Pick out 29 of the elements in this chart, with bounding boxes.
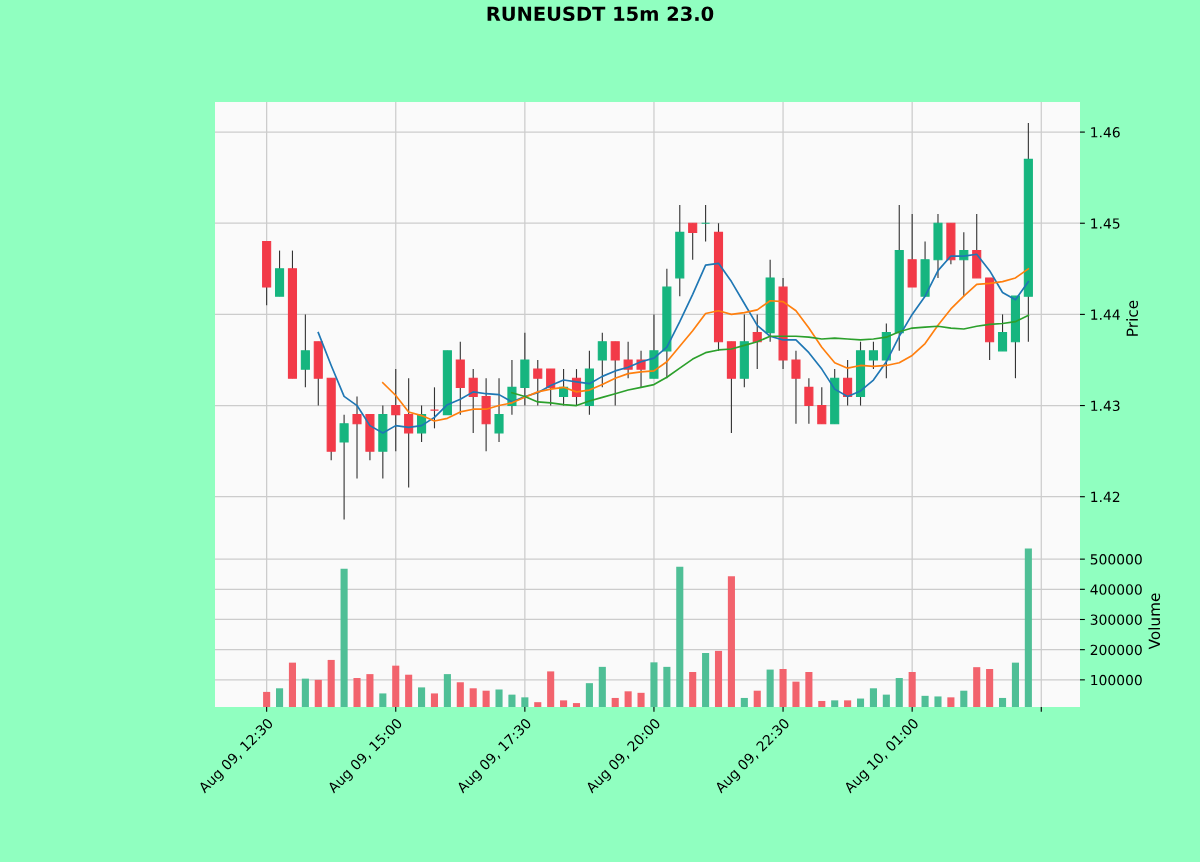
candlestick	[404, 377, 414, 489]
candlestick	[868, 341, 878, 370]
candlestick	[300, 313, 310, 388]
candlestick	[688, 222, 698, 261]
y-tick-label: 1.46	[1091, 127, 1120, 138]
y-tick-label: 200000	[1090, 644, 1142, 656]
y-axis-title: Volume	[1148, 593, 1161, 650]
y-tick-label: 1.45	[1091, 218, 1120, 229]
candlestick	[804, 377, 814, 425]
candlestick	[597, 332, 607, 388]
y-tick-label: 500000	[1090, 554, 1142, 565]
y-tick-label: 1.44	[1091, 309, 1120, 320]
y-axis-title: Price	[1126, 300, 1139, 336]
candlestick	[494, 377, 504, 443]
candlestick	[817, 386, 827, 425]
y-tick-label: 1.42	[1091, 491, 1120, 502]
chart-title: RUNEUSDT 15m 23.0	[487, 6, 714, 22]
candlestick	[997, 313, 1008, 352]
candlestick	[352, 395, 362, 480]
y-tick-label: 1.43	[1091, 400, 1120, 412]
y-tick-label: 300000	[1090, 614, 1142, 625]
candlestick	[791, 350, 801, 425]
y-tick-label: 100000	[1091, 674, 1142, 686]
candlestick	[339, 414, 349, 521]
candlestick	[546, 368, 556, 407]
candlestick	[610, 341, 620, 407]
candlestick	[533, 359, 543, 407]
y-tick-label: 400000	[1090, 584, 1142, 595]
candlestick	[391, 368, 401, 452]
